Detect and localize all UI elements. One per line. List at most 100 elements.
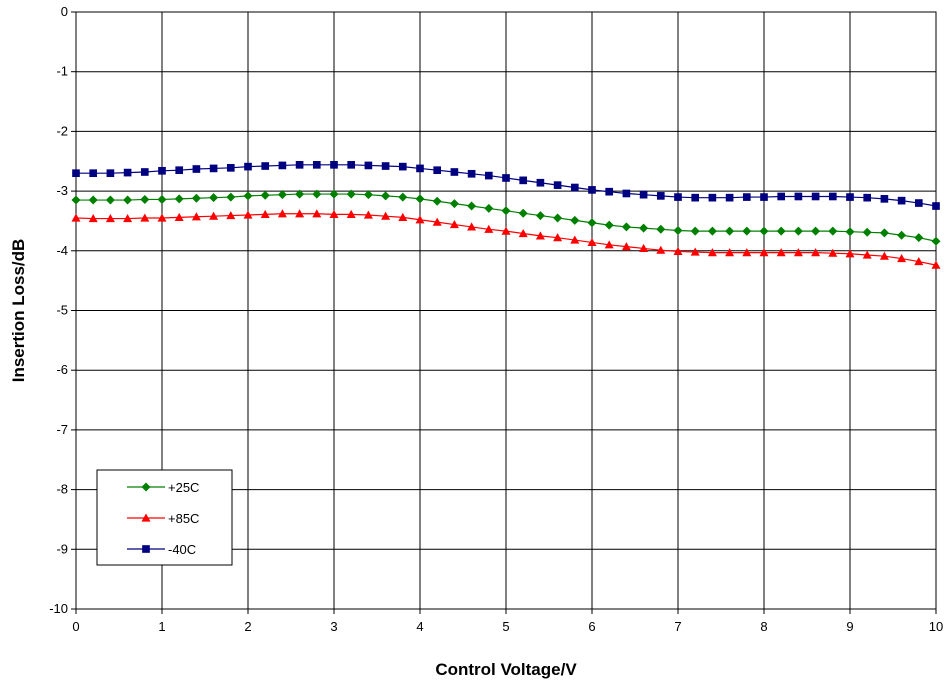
y-tick-label: -5 [56,303,68,318]
data-point [158,166,166,175]
data-point [295,209,305,218]
data-point [759,226,769,236]
data-point [295,161,304,169]
data-point [811,248,821,257]
data-point [432,196,442,206]
data-point [243,210,253,219]
data-point [140,213,150,222]
data-point [123,195,133,205]
data-point [811,226,821,236]
data-point [588,186,596,194]
data-point [570,235,580,244]
y-tick-label: -4 [56,243,68,258]
data-point [914,257,924,266]
data-point [707,226,717,236]
data-point [691,193,700,202]
data-point [707,248,717,257]
data-point [553,233,563,242]
x-axis-ticks: 0 1 2 3 4 5 6 7 8 9 10 [72,609,943,634]
data-point [346,209,356,218]
y-tick-label: -8 [56,482,68,497]
data-point [381,211,391,220]
data-point [88,214,98,223]
data-point [535,211,545,221]
data-point [277,190,287,200]
data-point [897,254,907,263]
data-point [690,226,700,236]
data-point [157,194,167,204]
data-point [467,201,477,211]
data-point [828,248,838,257]
data-point [312,161,321,169]
data-point [415,215,425,224]
data-point [587,237,597,247]
y-tick-label: -2 [56,123,68,138]
data-point [501,226,511,235]
data-point [656,245,666,254]
data-point [432,217,442,226]
legend-item: -40C [127,542,196,557]
data-point [312,209,322,218]
data-point [794,192,803,201]
data-point [828,226,838,236]
data-point [502,174,510,182]
data-point [605,187,614,196]
y-tick-label: 0 [61,4,68,19]
data-point [467,222,477,231]
x-tick-label: 8 [760,619,767,634]
data-point [604,220,614,230]
data-point [295,189,305,199]
data-point [931,236,941,246]
data-point [278,161,287,170]
data-point [106,169,115,178]
data-point [123,214,133,223]
data-point [329,209,339,218]
data-point [260,190,270,200]
data-point [209,211,219,220]
data-point [535,231,545,240]
data-point [329,189,339,199]
data-point [123,168,132,177]
x-tick-label: 7 [674,619,681,634]
data-point [621,242,631,251]
x-tick-label: 5 [502,619,509,634]
data-point [175,166,184,175]
data-point [931,260,941,269]
y-tick-label: -10 [49,601,68,616]
data-point [89,169,98,178]
x-tick-label: 9 [846,619,853,634]
data-point [673,246,683,255]
data-point [433,166,442,175]
data-point [398,212,408,221]
data-point [467,169,476,178]
data-point [673,226,683,236]
data-point [484,171,493,180]
data-point [88,195,98,205]
data-point [621,222,631,232]
data-point [174,212,184,221]
data-point [191,193,201,203]
data-point [209,164,218,173]
data-point [381,191,391,201]
data-point [587,218,597,228]
x-tick-label: 10 [929,619,943,634]
data-point [363,190,373,200]
legend-label: +85C [168,511,199,526]
data-point [140,194,150,204]
data-point [346,189,356,199]
data-point [553,181,562,189]
series--40C [72,161,940,210]
x-tick-label: 3 [330,619,337,634]
data-point [604,240,614,249]
data-point [897,196,906,205]
data-point [863,193,872,202]
data-point [398,162,407,171]
data-point [226,211,236,220]
data-point [244,162,252,171]
data-point [760,193,768,201]
data-point [674,193,682,201]
x-tick-label: 2 [244,619,251,634]
legend: +25C +85C -40C [96,469,233,566]
data-point [449,220,459,229]
data-point [656,192,665,200]
